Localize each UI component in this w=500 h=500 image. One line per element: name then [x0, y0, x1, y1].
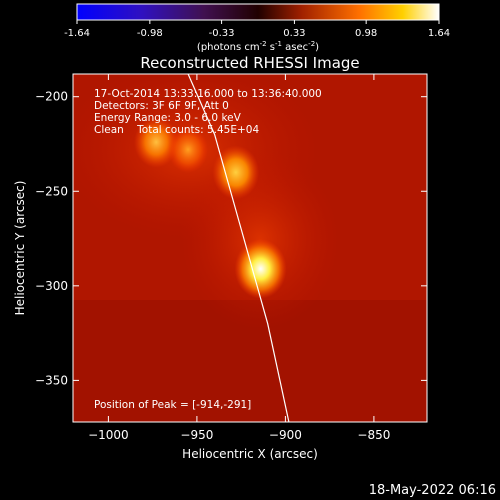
y-tick-label: −250 — [35, 184, 68, 198]
y-tick-label: −200 — [35, 90, 68, 104]
colorbar-tick-label: -1.64 — [64, 28, 90, 39]
plot-frame — [72, 73, 428, 423]
colorbar-ticks: -1.64 -0.98 -0.33 0.33 0.98 1.64 — [64, 20, 450, 39]
hxr-source — [212, 145, 260, 200]
y-tick-label: −300 — [35, 279, 68, 293]
colorbar-tick-label: -0.98 — [137, 28, 163, 39]
colorbar-gradient — [76, 3, 440, 21]
annotation-detectors: Detectors: 3F 6F 9F, Att 0 — [94, 100, 229, 112]
colorbar-tick-label: 1.64 — [428, 28, 450, 39]
timestamp: 18-May-2022 06:16 — [369, 483, 496, 498]
sources — [134, 116, 287, 299]
annotation-total-counts: Clean Total counts: 5.45E+04 — [94, 124, 259, 136]
colorbar-unit-label: (photons cm-2 s-1 asec-2) — [197, 40, 319, 53]
colorbar-tick-label: 0.33 — [283, 28, 305, 39]
annotation-block: 17-Oct-2014 13:33:16.000 to 13:36:40.000… — [94, 88, 322, 136]
hxr-source — [168, 126, 209, 173]
colorbar-tick-label: -0.33 — [209, 28, 235, 39]
annotation-energy-range: Energy Range: 3.0 - 6.0 keV — [94, 112, 242, 124]
peak-position-label: Position of Peak = [-914,-291] — [94, 399, 251, 411]
colorbar-tick-label: 0.98 — [355, 28, 377, 39]
x-tick-label: −950 — [180, 428, 213, 442]
hxr-source — [234, 238, 287, 299]
solar-limb-line — [187, 74, 290, 422]
heatmap-image — [73, 74, 427, 422]
annotation-time-range: 17-Oct-2014 13:33:16.000 to 13:36:40.000 — [94, 88, 322, 100]
y-tick-label: −350 — [35, 373, 68, 387]
y-axis: −200 −250 −300 −350 — [35, 90, 427, 387]
x-tick-label: −900 — [269, 428, 302, 442]
chart-title: Reconstructed RHESSI Image — [140, 54, 359, 72]
hxr-source — [134, 116, 179, 168]
colorbar: -1.64 -0.98 -0.33 0.33 0.98 1.64 (photons cm-… — [64, 3, 450, 53]
x-axis-label: Heliocentric X (arcsec) — [182, 447, 318, 461]
x-tick-label: −850 — [357, 428, 390, 442]
x-tick-label: −1000 — [88, 428, 129, 442]
x-axis: −1000 −950 −900 −850 — [88, 74, 390, 442]
y-axis-label: Heliocentric Y (arcsec) — [13, 181, 27, 316]
